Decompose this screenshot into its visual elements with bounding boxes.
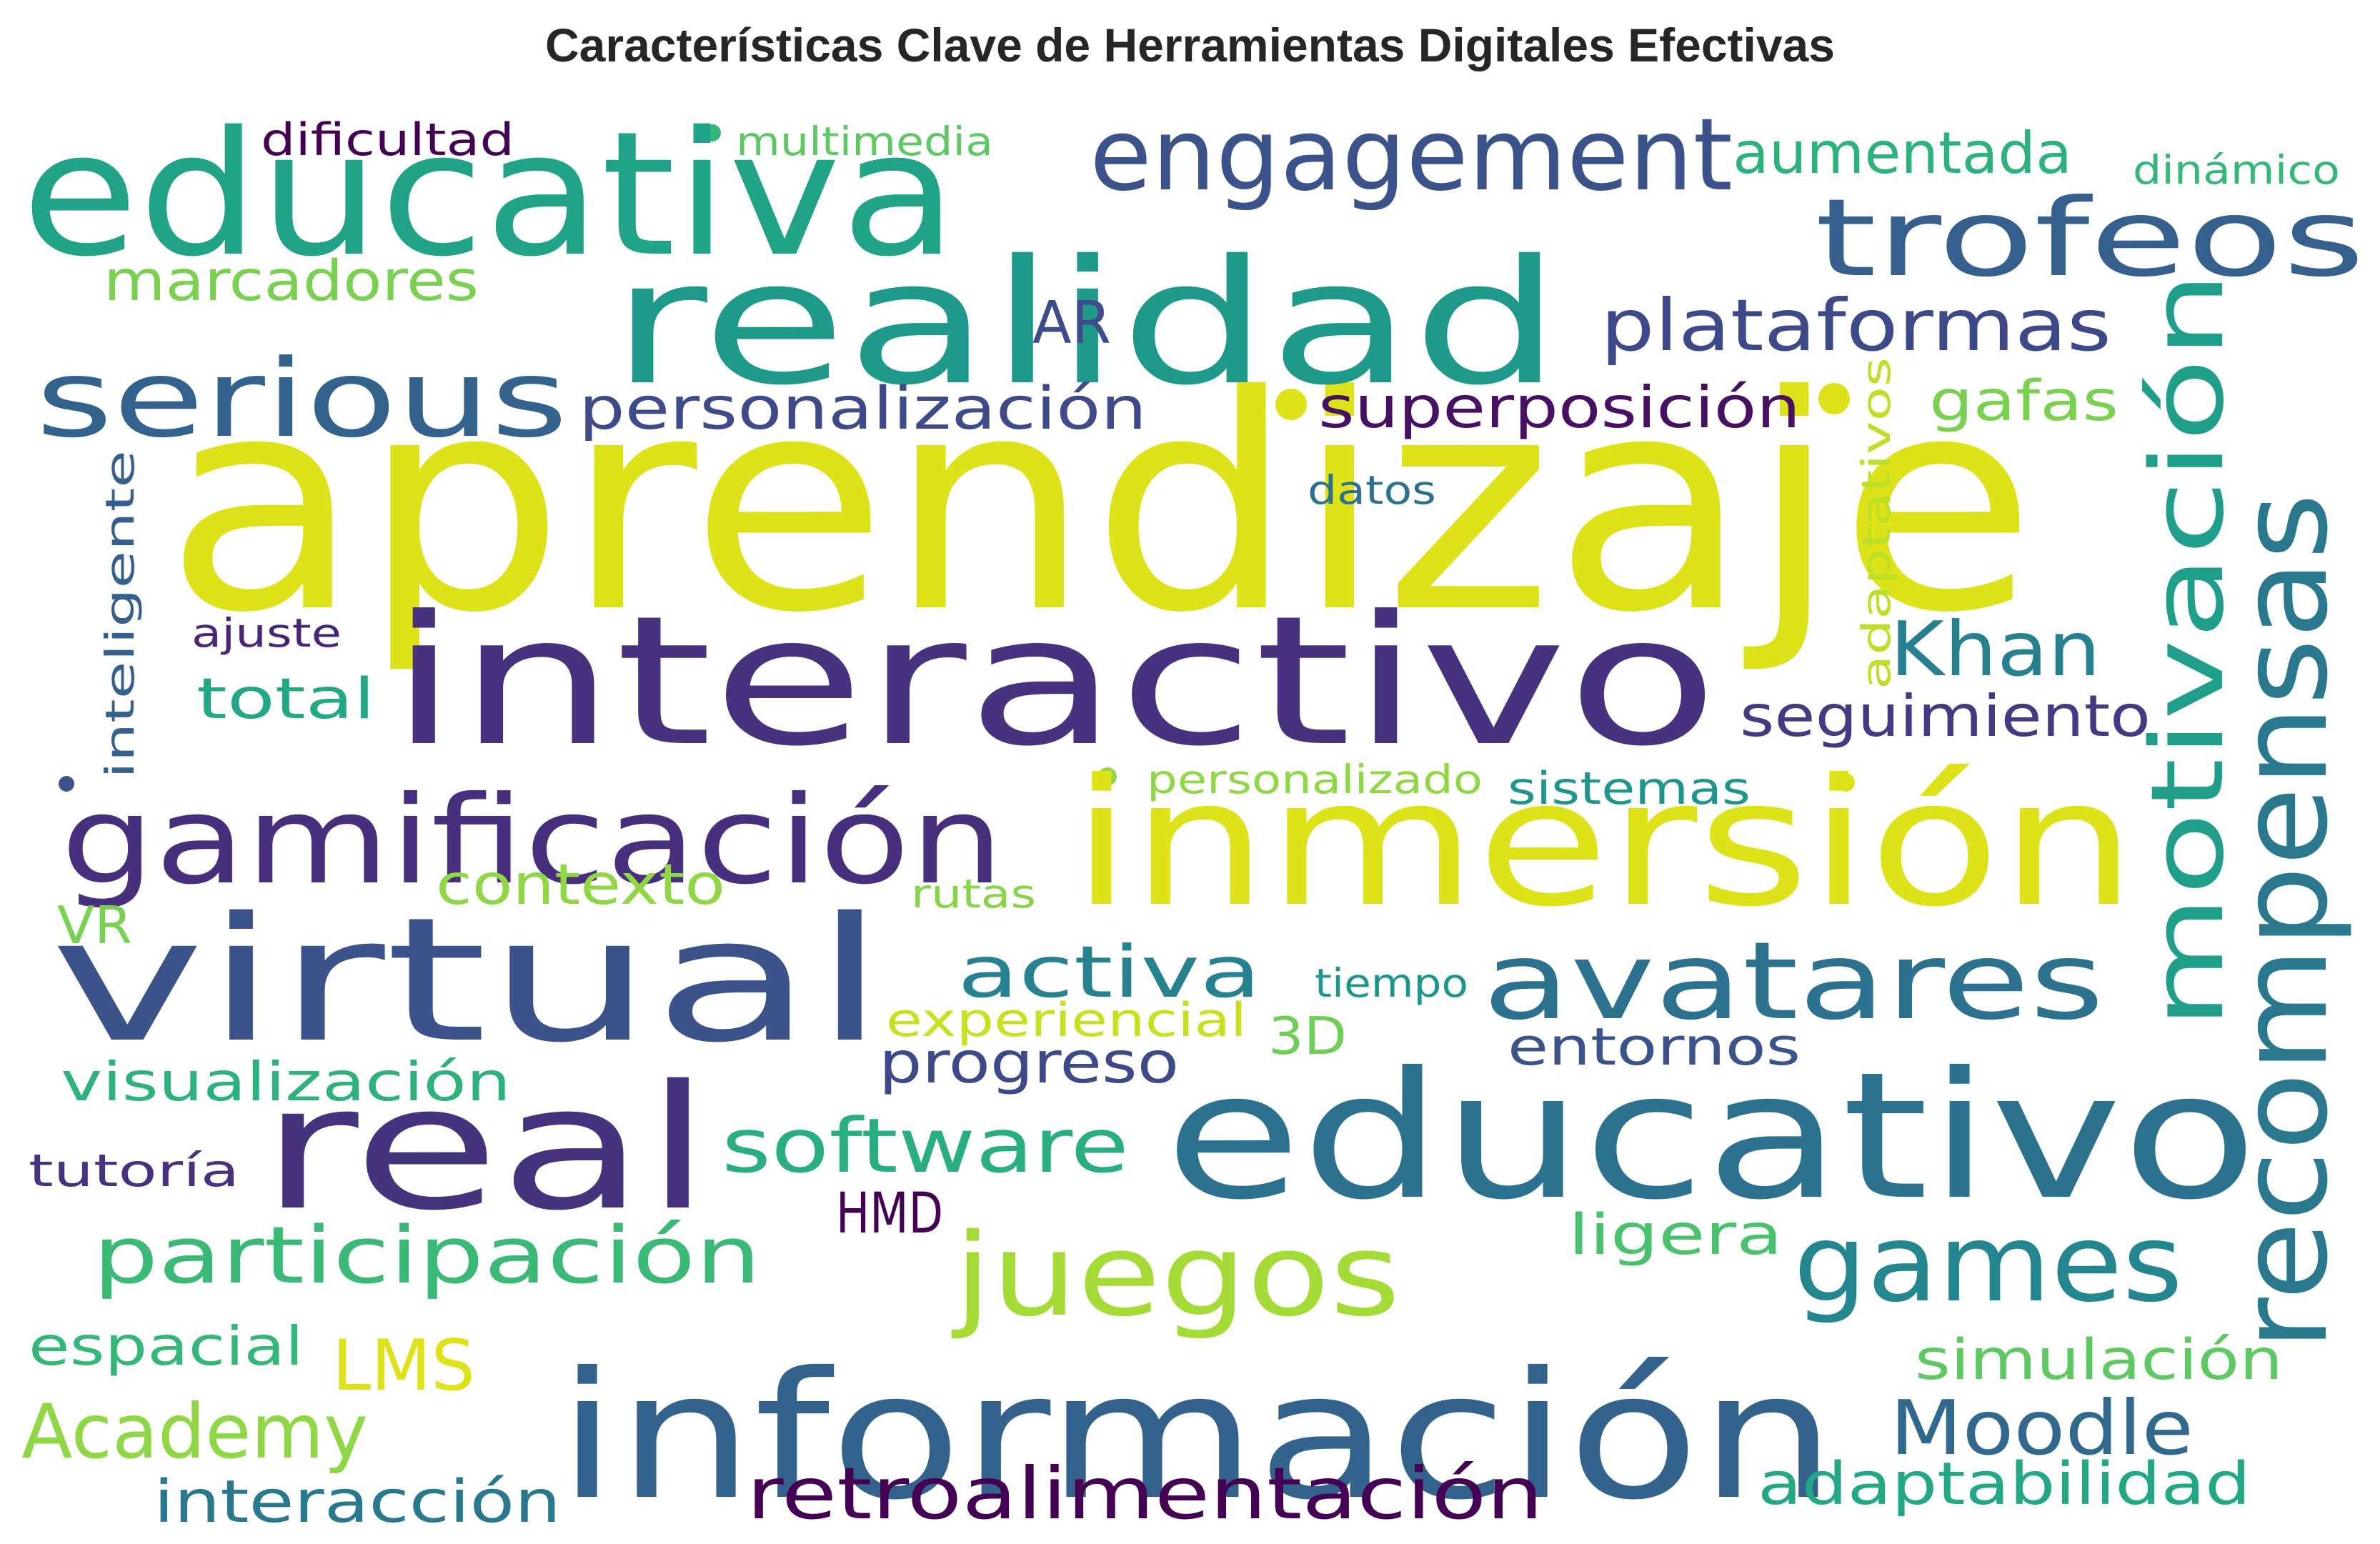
word-vr: VR: [57, 895, 132, 955]
page-title: Características Clave de Herramientas Di…: [545, 19, 1835, 71]
word-ligera: ligera: [1568, 1203, 1783, 1267]
word-recompensas: recompensas: [2214, 493, 2355, 1350]
word-datos: datos: [1308, 467, 1436, 513]
word-visualizacion: visualización: [61, 1050, 511, 1113]
word-juegos: juegos: [951, 1208, 1400, 1342]
word-retroalimentacion: retroalimentación: [747, 1452, 1543, 1535]
word-aumentada: aumentada: [1733, 120, 2072, 186]
decorative-dot: [1098, 767, 1117, 786]
word-ar: AR: [1032, 289, 1111, 357]
decorative-dot: [1818, 383, 1850, 414]
word-lms: LMS: [332, 1325, 475, 1407]
word-personalizacion: personalización: [579, 375, 1147, 443]
word-serious: serious: [36, 337, 568, 462]
word-adaptabilidad: adaptabilidad: [1758, 1450, 2251, 1518]
word-tutoria: tutoría: [29, 1145, 239, 1197]
word-adaptativos: adaptativos: [1853, 357, 1899, 689]
word-experiencial: experiencial: [886, 994, 1247, 1047]
word-educativa: educativa: [21, 94, 957, 294]
word-tiempo: tiempo: [1315, 960, 1468, 1006]
word-marcadores: marcadores: [104, 249, 479, 314]
word-academy: Academy: [21, 1388, 368, 1475]
word-moodle: Moodle: [1890, 1385, 2194, 1472]
word-3d: 3D: [1268, 1006, 1347, 1066]
word-aprendizaje: aprendizaje: [164, 332, 2036, 677]
word-progreso: progreso: [879, 1030, 1179, 1096]
word-educativo: educativo: [1165, 1035, 2258, 1238]
word-sistemas: sistemas: [1508, 762, 1751, 815]
word-dificultad: dificultad: [261, 114, 514, 166]
word-participacion: participación: [93, 1210, 761, 1301]
word-total: total: [196, 667, 375, 732]
word-motivacion: motivación: [2130, 272, 2246, 1029]
word-games: games: [1793, 1202, 2183, 1326]
word-realidad: realidad: [611, 223, 1561, 423]
word-espacial: espacial: [29, 1315, 304, 1378]
decorative-dot: [59, 776, 74, 792]
word-interactivo: interactivo: [389, 577, 1718, 785]
word-dinamico: dinámico: [2133, 147, 2340, 193]
word-entornos: entornos: [1508, 1017, 1801, 1077]
word-simulacion: simulación: [1915, 1328, 2283, 1393]
word-gafas: gafas: [1929, 369, 2118, 434]
word-seguimiento: seguimiento: [1740, 683, 2151, 749]
word-real: real: [261, 1048, 711, 1248]
word-informacion: información: [557, 1335, 1836, 1538]
decorative-dot: [1275, 389, 1307, 420]
word-inteligente: inteligente: [97, 450, 143, 779]
word-personalizado: personalizado: [1147, 757, 1483, 802]
decorative-dot: [1836, 773, 1855, 792]
word-gamificacion: gamificación: [61, 770, 1004, 912]
decorative-dot: [704, 124, 721, 141]
word-khan: Khan: [1890, 606, 2101, 693]
word-engagement: engagement: [1090, 97, 1733, 214]
word-contexto: contexto: [436, 853, 725, 917]
word-inmersion: inmersión: [1072, 742, 2136, 945]
word-superposicion: superposición: [1318, 374, 1801, 441]
word-rutas: rutas: [911, 871, 1036, 917]
word-activa: activa: [957, 930, 1261, 1014]
word-multimedia: multimedia: [736, 119, 993, 164]
word-software: software: [722, 1102, 1129, 1190]
word-trofeos: trofeos: [1815, 176, 2365, 301]
word-interaccion: interacción: [154, 1468, 561, 1536]
word-ajuste: ajuste: [191, 610, 342, 656]
word-virtual: virtual: [50, 880, 886, 1080]
word-avatares: avatares: [1483, 920, 2104, 1044]
word-plataformas: plataformas: [1600, 284, 2111, 367]
word-hmd: HMD: [836, 1182, 943, 1246]
